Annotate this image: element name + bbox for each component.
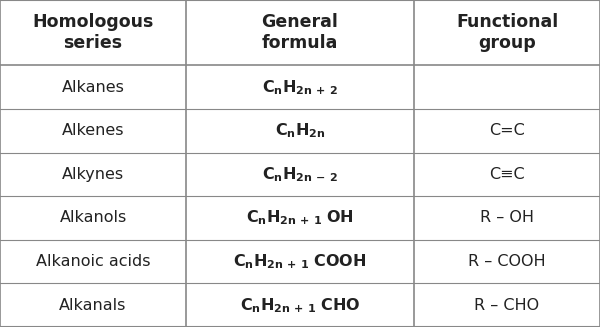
Text: R – COOH: R – COOH bbox=[468, 254, 546, 269]
Text: Homologous
series: Homologous series bbox=[32, 13, 154, 52]
Text: $\mathbf{C_nH_{2n\,+\,2}}$: $\mathbf{C_nH_{2n\,+\,2}}$ bbox=[262, 78, 338, 96]
Text: $\mathbf{C_nH_{2n\,-\,2}}$: $\mathbf{C_nH_{2n\,-\,2}}$ bbox=[262, 165, 338, 184]
Text: $\mathbf{C_nH_{2n\,+\,1}}$ $\mathbf{OH}$: $\mathbf{C_nH_{2n\,+\,1}}$ $\mathbf{OH}$ bbox=[246, 209, 354, 227]
Text: Alkanoic acids: Alkanoic acids bbox=[36, 254, 150, 269]
Text: $\mathbf{C_nH_{2n\,+\,1}}$ $\mathbf{CHO}$: $\mathbf{C_nH_{2n\,+\,1}}$ $\mathbf{CHO}… bbox=[240, 296, 360, 315]
Text: Alkanols: Alkanols bbox=[59, 211, 127, 226]
Text: $\mathbf{C_nH_{2n\,+\,1}}$ $\mathbf{COOH}$: $\mathbf{C_nH_{2n\,+\,1}}$ $\mathbf{COOH… bbox=[233, 252, 367, 271]
Text: Alkanals: Alkanals bbox=[59, 298, 127, 313]
Text: General
formula: General formula bbox=[262, 13, 338, 52]
Text: C≡C: C≡C bbox=[489, 167, 525, 182]
Text: C=C: C=C bbox=[489, 123, 525, 138]
Text: Alkenes: Alkenes bbox=[62, 123, 124, 138]
Text: R – OH: R – OH bbox=[480, 211, 534, 226]
Text: Functional
group: Functional group bbox=[456, 13, 558, 52]
Text: $\mathbf{C_nH_{2n}}$: $\mathbf{C_nH_{2n}}$ bbox=[275, 121, 325, 140]
Text: Alkanes: Alkanes bbox=[62, 80, 124, 95]
Text: R – CHO: R – CHO bbox=[475, 298, 539, 313]
Text: Alkynes: Alkynes bbox=[62, 167, 124, 182]
